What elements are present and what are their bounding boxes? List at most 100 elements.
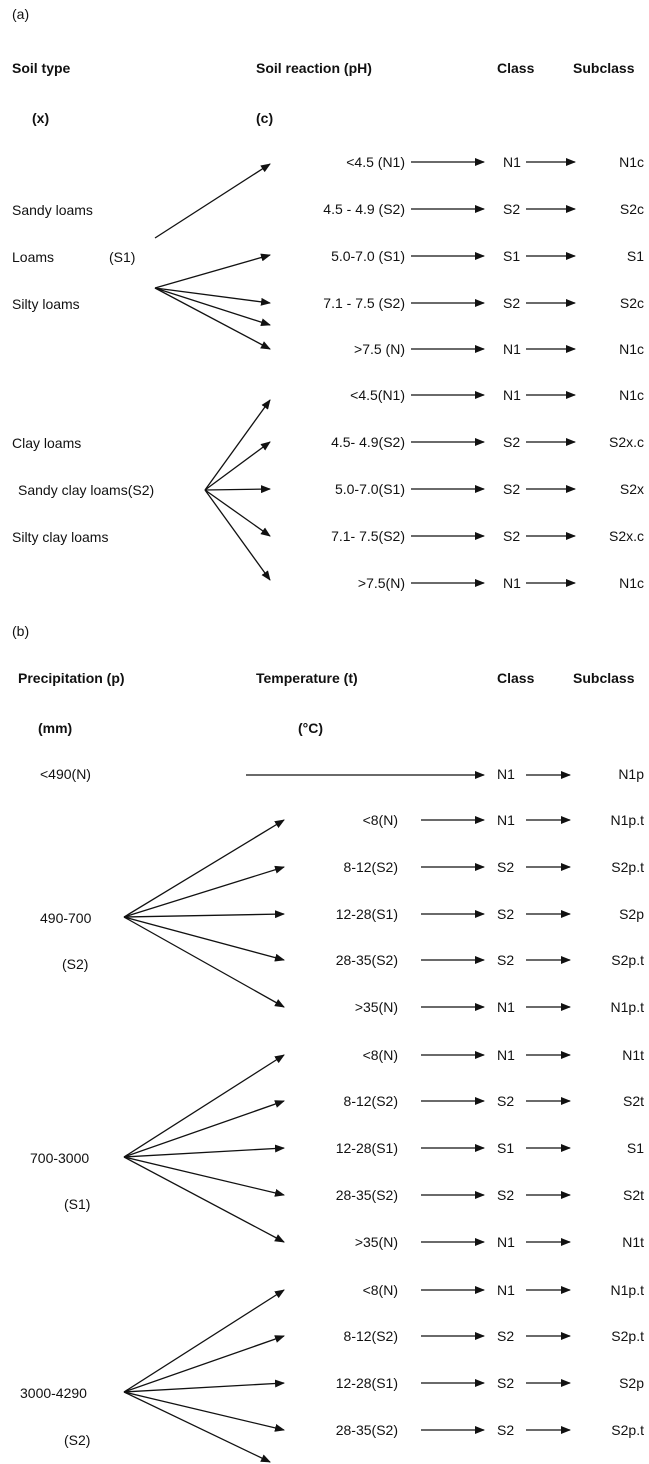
fan-arrow: [123, 1156, 285, 1197]
fan-arrow: [204, 489, 271, 581]
fan-arrow: [154, 287, 271, 350]
fan-arrow: [204, 441, 271, 491]
precip-first: <490(N): [40, 766, 91, 782]
precip-group-label: 3000-4290: [20, 1385, 87, 1401]
subclass-value: N1c: [619, 154, 644, 170]
class-first: N1: [497, 766, 515, 782]
subclass-value: S2x.c: [608, 434, 644, 450]
precip-group-class: (S2): [62, 956, 89, 972]
temperature-value: 8-12(S2): [343, 1328, 398, 1344]
class-value: S2: [503, 434, 521, 450]
fan-arrow: [204, 485, 271, 494]
subclass-first: N1p: [618, 766, 644, 782]
fan-arrow: [154, 287, 271, 306]
class-value: S2: [503, 528, 521, 544]
subheader-precipitation: (mm): [38, 720, 73, 736]
fan-arrow: [204, 399, 271, 491]
subheader-soil-type: (x): [32, 110, 50, 126]
subclass-value: S1: [626, 248, 644, 264]
soil-reaction-value: <4.5(N1): [350, 387, 405, 403]
soil-group1-item: Sandy loams: [12, 202, 93, 218]
subclass-value: S2p: [619, 906, 644, 922]
temperature-value: <8(N): [362, 1282, 398, 1298]
soil-group1-class: (S1): [109, 249, 136, 265]
subclass-value: S2p.t: [611, 1422, 644, 1438]
panel-a-label: (a): [12, 6, 30, 22]
class-value: N1: [503, 154, 521, 170]
class-value: S2: [497, 859, 515, 875]
header-soil-type: Soil type: [12, 60, 71, 76]
class-value: S2: [497, 952, 515, 968]
temperature-value: 12-28(S1): [335, 1140, 398, 1156]
fan-arrow: [123, 1391, 285, 1432]
fan-arrow: [123, 1335, 285, 1393]
soil-reaction-value: 5.0-7.0(S1): [334, 481, 405, 497]
class-value: S1: [497, 1140, 515, 1156]
class-value: N1: [497, 1234, 515, 1250]
subclass-value: N1t: [622, 1047, 644, 1063]
fan-arrow: [123, 819, 285, 918]
class-value: N1: [503, 387, 521, 403]
subclass-value: S2p: [619, 1375, 644, 1391]
class-value: N1: [497, 1282, 515, 1298]
subclass-value: N1p.t: [610, 999, 644, 1015]
header-class-a: Class: [497, 60, 535, 76]
class-value: S2: [497, 1375, 515, 1391]
fan-arrow: [123, 916, 285, 1008]
subclass-value: S2p.t: [611, 859, 644, 875]
fan-arrow: [123, 1100, 285, 1158]
temperature-value: 28-35(S2): [335, 1187, 398, 1203]
panel-b-label: (b): [12, 623, 30, 639]
soil-reaction-value: 7.1 - 7.5 (S2): [323, 295, 405, 311]
class-value: S1: [503, 248, 521, 264]
fan-arrow: [123, 910, 285, 919]
class-value: N1: [497, 812, 515, 828]
header-temperature: Temperature (t): [256, 670, 358, 686]
temperature-value: <8(N): [362, 1047, 398, 1063]
class-value: S2: [497, 906, 515, 922]
header-class-b: Class: [497, 670, 535, 686]
header-soil-reaction: Soil reaction (pH): [256, 60, 372, 76]
class-value: S2: [497, 1187, 515, 1203]
class-value: N1: [503, 575, 521, 591]
soil-reaction-value: >7.5(N): [357, 575, 405, 591]
subheader-soil-reaction: (c): [256, 110, 274, 126]
class-value: S2: [497, 1093, 515, 1109]
subheader-temperature: (°C): [298, 720, 324, 736]
soil-reaction-value: 7.1- 7.5(S2): [331, 528, 405, 544]
class-value: S2: [503, 481, 521, 497]
soil-reaction-value: <4.5 (N1): [346, 154, 405, 170]
precip-group-label: 700-3000: [30, 1150, 90, 1166]
soil-group2-item: Sandy clay loams(S2): [18, 482, 155, 498]
temperature-value: >35(N): [354, 1234, 398, 1250]
subclass-value: S1: [626, 1140, 644, 1156]
subclass-value: S2t: [622, 1093, 644, 1109]
temperature-value: 12-28(S1): [335, 1375, 398, 1391]
subclass-value: N1c: [619, 387, 644, 403]
header-subclass-b: Subclass: [573, 670, 635, 686]
class-value: N1: [503, 341, 521, 357]
subclass-value: S2p.t: [611, 952, 644, 968]
soil-group1-item: Silty loams: [12, 296, 80, 312]
fan-arrow: [204, 489, 271, 537]
temperature-value: 12-28(S1): [335, 906, 398, 922]
fan-arrow: [123, 1379, 285, 1393]
temperature-value: 28-35(S2): [335, 952, 398, 968]
class-value: N1: [497, 1047, 515, 1063]
precip-group-class: (S2): [64, 1432, 91, 1448]
subclass-value: N1p.t: [610, 1282, 644, 1298]
subclass-value: S2t: [622, 1187, 644, 1203]
fan-arrow: [154, 163, 271, 239]
fan-arrow: [123, 1289, 285, 1393]
subclass-value: S2x: [619, 481, 644, 497]
header-subclass-a: Subclass: [573, 60, 635, 76]
temperature-value: 8-12(S2): [343, 1093, 398, 1109]
class-value: N1: [497, 999, 515, 1015]
subclass-value: N1t: [622, 1234, 644, 1250]
fan-arrow: [154, 253, 271, 289]
soil-group2-item: Clay loams: [12, 435, 82, 451]
precip-group-class: (S1): [64, 1196, 91, 1212]
fan-arrow: [123, 1391, 271, 1463]
soil-reaction-value: 4.5 - 4.9 (S2): [323, 201, 405, 217]
